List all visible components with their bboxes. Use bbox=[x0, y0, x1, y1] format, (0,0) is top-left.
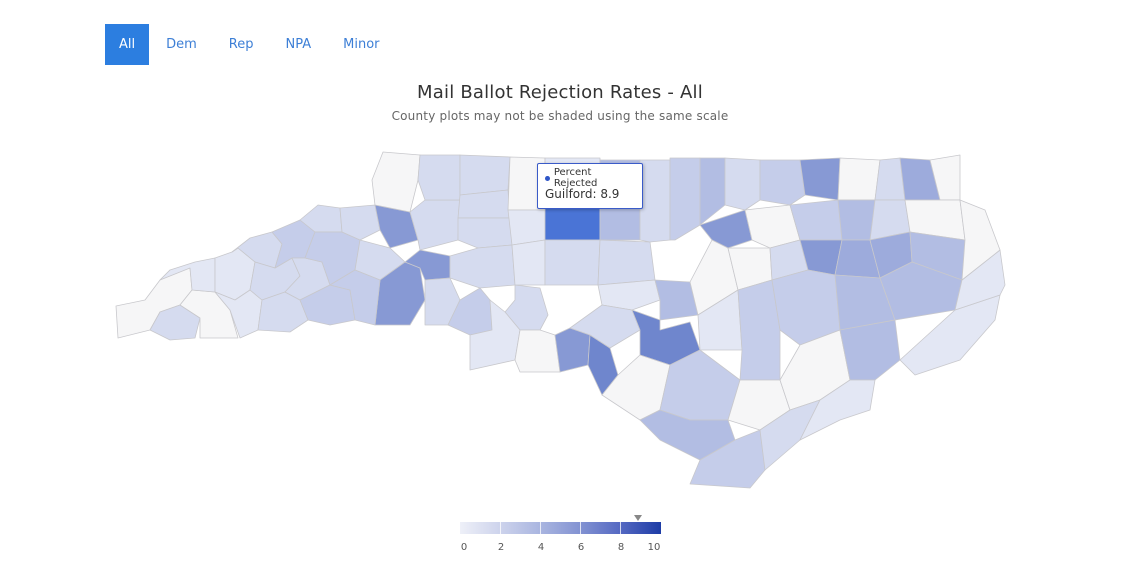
county-region[interactable] bbox=[449, 244, 516, 289]
county-region[interactable] bbox=[639, 409, 736, 461]
county-region[interactable] bbox=[409, 199, 461, 251]
tab-minor[interactable]: Minor bbox=[343, 37, 380, 52]
legend-tick-label: 8 bbox=[617, 542, 625, 553]
map-title: Mail Ballot Rejection Rates - All bbox=[417, 82, 703, 103]
county-region[interactable] bbox=[544, 239, 601, 286]
county-region[interactable] bbox=[839, 319, 901, 381]
tab-npa[interactable]: NPA bbox=[285, 37, 312, 52]
county-region[interactable] bbox=[654, 279, 699, 321]
county-region[interactable] bbox=[959, 199, 1001, 281]
legend-tick-label: 4 bbox=[537, 542, 545, 553]
county-region[interactable] bbox=[329, 269, 381, 326]
county-region[interactable] bbox=[371, 151, 421, 213]
county-region[interactable] bbox=[759, 159, 806, 206]
county-region[interactable] bbox=[511, 239, 546, 286]
county-region[interactable] bbox=[457, 189, 511, 219]
tooltip-value: Guilford: 8.9 bbox=[545, 187, 620, 201]
legend-tick-label: 2 bbox=[497, 542, 505, 553]
party-filter-tabs: All Dem Rep NPA Minor bbox=[105, 24, 395, 65]
map-subtitle: County plots may not be shaded using the… bbox=[391, 109, 729, 123]
county-region[interactable] bbox=[699, 209, 753, 249]
county-region[interactable] bbox=[837, 157, 881, 201]
legend-tick-label: 0 bbox=[460, 542, 468, 553]
tab-dem[interactable]: Dem bbox=[166, 37, 197, 52]
county-region[interactable] bbox=[597, 279, 661, 311]
county-region[interactable] bbox=[837, 199, 876, 241]
map-tooltip: Percent Rejected Guilford: 8.9 bbox=[537, 163, 643, 209]
county-region[interactable] bbox=[639, 159, 671, 243]
county-region[interactable] bbox=[339, 204, 381, 241]
legend-tick-label: 6 bbox=[577, 542, 585, 553]
legend-labels: 0 2 4 6 8 10 bbox=[450, 542, 671, 556]
county-region[interactable] bbox=[737, 279, 781, 381]
county-region[interactable] bbox=[469, 299, 521, 371]
county-region[interactable] bbox=[587, 334, 619, 396]
color-legend bbox=[460, 522, 661, 534]
county-region[interactable] bbox=[799, 157, 841, 201]
county-region[interactable] bbox=[514, 329, 561, 373]
county-region[interactable] bbox=[669, 157, 701, 241]
series-dot-icon bbox=[545, 175, 550, 181]
county-region[interactable] bbox=[459, 154, 511, 196]
tab-all[interactable]: All bbox=[105, 24, 150, 65]
county-region[interactable] bbox=[417, 154, 461, 201]
county-region[interactable] bbox=[554, 327, 591, 373]
legend-tick-label: 10 bbox=[647, 542, 661, 553]
county-region[interactable] bbox=[457, 217, 513, 249]
county-region[interactable] bbox=[507, 209, 546, 246]
tab-rep[interactable]: Rep bbox=[228, 37, 254, 52]
county-region[interactable] bbox=[724, 157, 761, 211]
legend-marker-icon bbox=[634, 515, 642, 521]
county-region[interactable] bbox=[597, 239, 656, 286]
county-region[interactable] bbox=[699, 157, 726, 226]
tooltip-series-name: Percent Rejected bbox=[553, 167, 598, 189]
county-region[interactable] bbox=[799, 379, 876, 441]
